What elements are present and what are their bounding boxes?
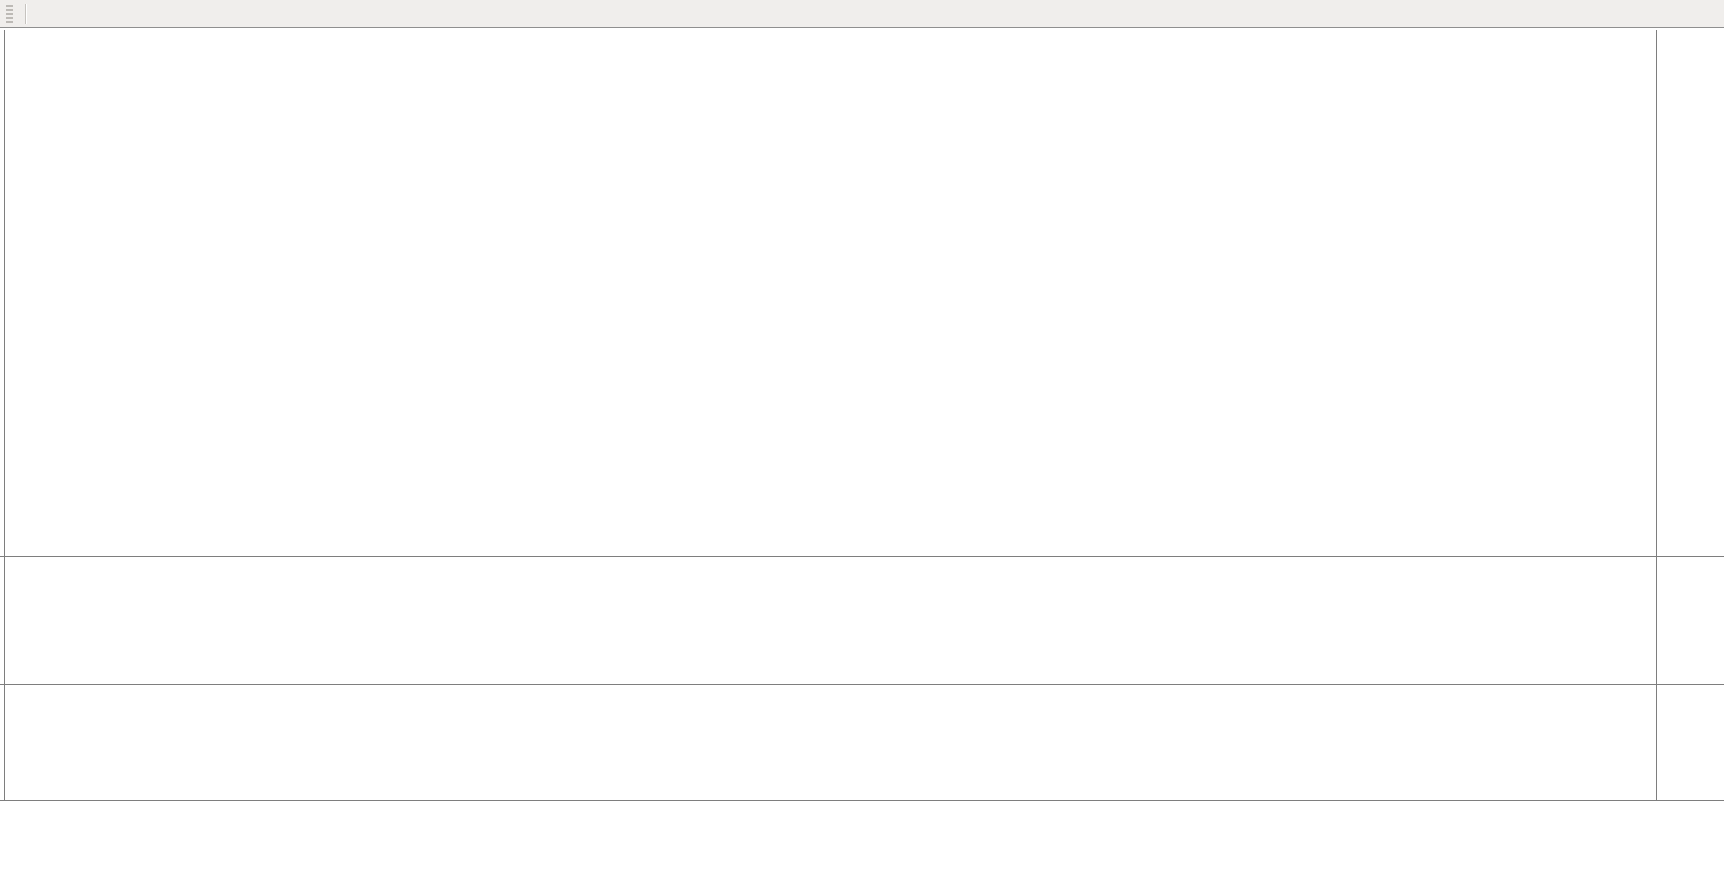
toolbar xyxy=(0,0,1724,28)
panel-separator-main-macd[interactable] xyxy=(0,556,1724,557)
time-axis-separator xyxy=(0,800,1724,801)
panel-separator-macd-rsi[interactable] xyxy=(0,684,1724,685)
toolbar-separator xyxy=(25,3,26,24)
toolbar-grip-handle[interactable] xyxy=(6,4,13,23)
chart-left-border xyxy=(4,30,5,800)
price-axis-border xyxy=(1656,30,1657,800)
